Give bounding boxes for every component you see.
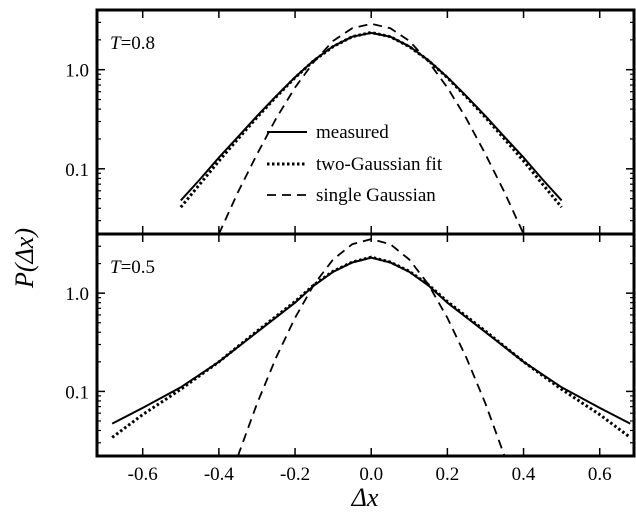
x-tick-label: -0.2 [280, 464, 310, 485]
series-group [179, 22, 563, 234]
panel-label-top: T=0.8 [110, 33, 155, 54]
series-two-gaussian-fit-line [179, 30, 563, 209]
x-axis-title: Δx [351, 483, 379, 512]
legend-label: two-Gaussian fit [316, 154, 443, 175]
y-tick-label: 0.1 [65, 382, 89, 403]
series-measured-line [180, 31, 563, 202]
legend-label: single Gaussian [316, 185, 436, 206]
panel-label-bottom: T=0.5 [110, 257, 155, 278]
x-tick-label: -0.6 [128, 464, 158, 485]
panels: 0.1 1.0 T=0.8 measured two-Gaussian fit singl… [65, 8, 636, 485]
series-measured-line [111, 256, 631, 425]
x-tick-label: 0.6 [588, 464, 612, 485]
x-tick-label: -0.4 [204, 464, 235, 485]
series-two-gaussian-fit-line [111, 255, 632, 439]
series-group [111, 238, 632, 456]
y-tick-label: 0.1 [65, 160, 89, 181]
series-single-gaussian-line [218, 22, 525, 234]
legend: measured two-Gaussian fit single Gaussian [267, 122, 443, 206]
panel-bottom: -0.6 -0.4 -0.2 0.0 0.2 0.4 0.6 0.1 1.0 T=0.5 [65, 232, 636, 485]
x-tick-label: 0.2 [436, 464, 460, 485]
x-tick-label: 0.4 [512, 464, 536, 485]
x-tick-label: 0.0 [359, 464, 383, 485]
plot-frame-bottom [95, 232, 636, 458]
y-tick-label: 1.0 [65, 61, 89, 82]
y-tick-label: 1.0 [65, 284, 89, 305]
legend-label: measured [316, 122, 389, 143]
y-axis-title: P(Δx) [10, 228, 39, 289]
series-single-gaussian-line [237, 238, 506, 456]
panel-top: 0.1 1.0 T=0.8 measured two-Gaussian fit singl… [65, 8, 636, 236]
